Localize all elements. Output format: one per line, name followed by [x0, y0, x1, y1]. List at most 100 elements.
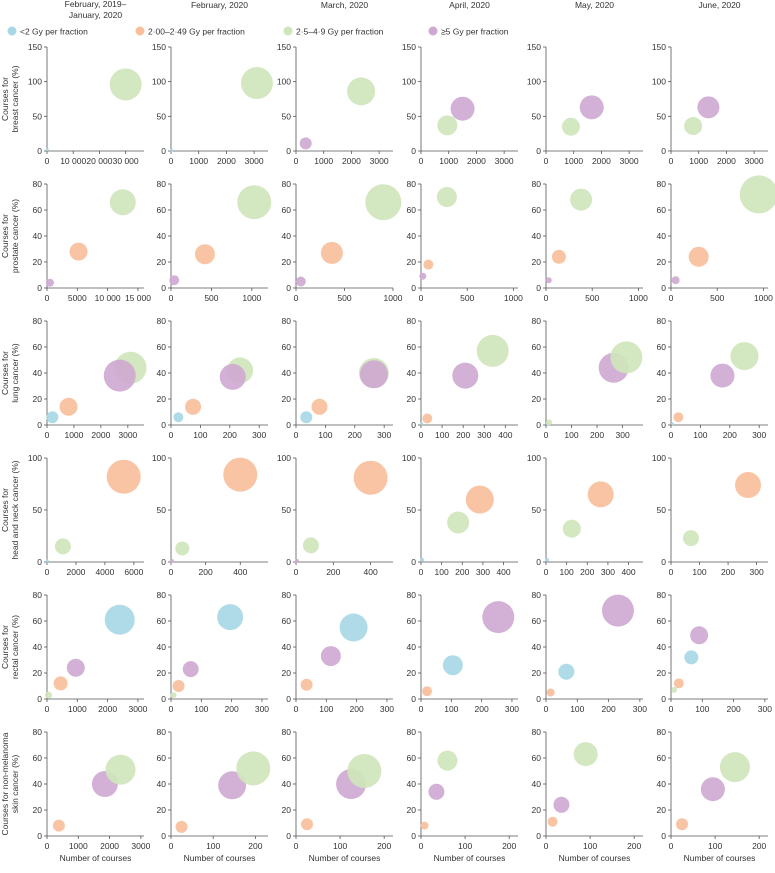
x-axis-labels: Number of courses Number of courses Number… [60, 853, 756, 863]
bubble-25to49 [170, 692, 177, 699]
y-tick-label: 20 [407, 394, 417, 404]
x-tick-label: 200 [223, 430, 237, 440]
x-tick-label: 100 [560, 567, 574, 577]
x-axis-title: Number of courses [309, 853, 381, 863]
x-tick-label: 3000 [745, 156, 764, 166]
x-tick-label: 0 [169, 156, 174, 166]
x-tick-label: 100 [458, 841, 472, 851]
panel: 0 50 100 0 200 400 [152, 453, 268, 577]
bubble-2to249 [301, 818, 314, 831]
y-tick-label: 80 [532, 179, 542, 189]
y-tick-label: 0 [161, 831, 166, 841]
y-tick-label: 40 [282, 231, 292, 241]
bubble-2to249 [52, 819, 65, 832]
x-tick-label: 200 [348, 430, 362, 440]
bubble-25to49 [436, 187, 457, 207]
bubble-ge5 [182, 661, 199, 678]
y-tick-label: 40 [33, 779, 43, 789]
x-tick-label: 400 [498, 430, 512, 440]
bubble-ge5 [671, 276, 680, 285]
bubble-2to249 [106, 459, 141, 494]
y-tick-label: 0 [536, 283, 541, 293]
y-tick-label: 0 [37, 694, 42, 704]
x-tick-label: 400 [364, 567, 378, 577]
bubble-25to49 [546, 419, 553, 426]
y-tick-label: 20 [282, 394, 292, 404]
y-tick-label: 60 [532, 205, 542, 215]
x-tick-label: 2000 [91, 430, 110, 440]
x-tick-label: 1000 [504, 293, 523, 303]
y-tick-label: 80 [157, 316, 167, 326]
x-tick-label: 100 [583, 841, 597, 851]
bubble-25to49 [105, 754, 136, 785]
y-tick-label: 0 [37, 146, 42, 156]
bubble-ge5 [482, 601, 515, 634]
y-tick-label: 40 [33, 368, 43, 378]
panel: 0 20 40 60 80 0 100 200 300 [657, 590, 773, 714]
x-tick-label: 300 [255, 704, 269, 714]
bubble-ge5 [294, 558, 299, 563]
x-tick-label: 200 [502, 841, 516, 851]
y-tick-label: 50 [532, 111, 542, 121]
x-tick-label: 100 [194, 704, 208, 714]
x-tick-label: 300 [633, 704, 647, 714]
bubble-25to49 [237, 185, 272, 220]
column-title: June, 2020 [698, 0, 740, 10]
x-tick-label: 0 [669, 156, 674, 166]
y-tick-label: 80 [157, 590, 167, 600]
y-axis-label: Courses for non-melanoma [0, 732, 10, 835]
x-tick-label: 1000 [68, 704, 87, 714]
x-tick-label: 200 [726, 704, 740, 714]
y-tick-label: 0 [411, 146, 416, 156]
x-tick-label: 0 [419, 567, 424, 577]
bubble-ge5 [295, 276, 306, 287]
y-tick-label: 40 [532, 231, 542, 241]
y-tick-label: 0 [161, 283, 166, 293]
y-tick-label: 0 [286, 146, 291, 156]
x-tick-label: 100 [444, 704, 458, 714]
x-tick-label: 2000 [100, 841, 119, 851]
y-tick-label: 80 [657, 727, 667, 737]
y-axis-label: rectal cancer (%) [10, 615, 20, 679]
x-tick-label: 3000 [620, 156, 639, 166]
y-tick-label: 150 [527, 42, 541, 52]
y-tick-label: 100 [277, 453, 291, 463]
x-tick-label: 0 [45, 293, 50, 303]
y-tick-label: 100 [527, 77, 541, 87]
x-tick-label: 400 [233, 567, 247, 577]
bubble-25to49 [437, 115, 458, 136]
x-tick-label: 200 [580, 567, 594, 577]
panel: 0 20 40 60 80 0 500 1000 [407, 179, 524, 303]
y-axis-label: Courses for [0, 351, 10, 395]
y-tick-label: 80 [657, 179, 667, 189]
panel: 0 20 40 60 80 0 100 200 300 [157, 590, 270, 714]
panel: 0 50 100 0 200 400 [277, 453, 393, 577]
x-tick-label: 300 [752, 430, 766, 440]
y-tick-label: 0 [536, 557, 541, 567]
x-tick-label: 5000 [68, 293, 87, 303]
legend-swatch [135, 26, 145, 36]
y-tick-label: 20 [657, 805, 667, 815]
x-tick-label: 3000 [245, 156, 264, 166]
bubble-25to49 [302, 537, 319, 554]
bubble-ge5 [218, 771, 247, 800]
x-tick-label: 200 [377, 841, 391, 851]
y-tick-label: 20 [407, 805, 417, 815]
y-tick-label: 20 [157, 668, 167, 678]
y-tick-label: 60 [532, 342, 542, 352]
bubble-2to249 [175, 820, 188, 833]
row-label: Courses for lung cancer (%) [0, 343, 20, 403]
panel: 0 50 100 0 100 200 300 [652, 453, 768, 577]
bubble-ge5 [697, 96, 720, 119]
y-tick-label: 40 [407, 368, 417, 378]
bubble-ge5 [450, 96, 475, 121]
y-tick-label: 0 [661, 146, 666, 156]
legend-label: 2·00–2·49 Gy per fraction [148, 27, 245, 37]
y-tick-label: 20 [532, 257, 542, 267]
x-tick-label: 1000 [314, 156, 333, 166]
y-axis-label: head and neck cancer (%) [10, 460, 20, 559]
y-tick-label: 60 [657, 616, 667, 626]
y-tick-label: 40 [157, 368, 167, 378]
bubble-2to249 [194, 244, 215, 265]
